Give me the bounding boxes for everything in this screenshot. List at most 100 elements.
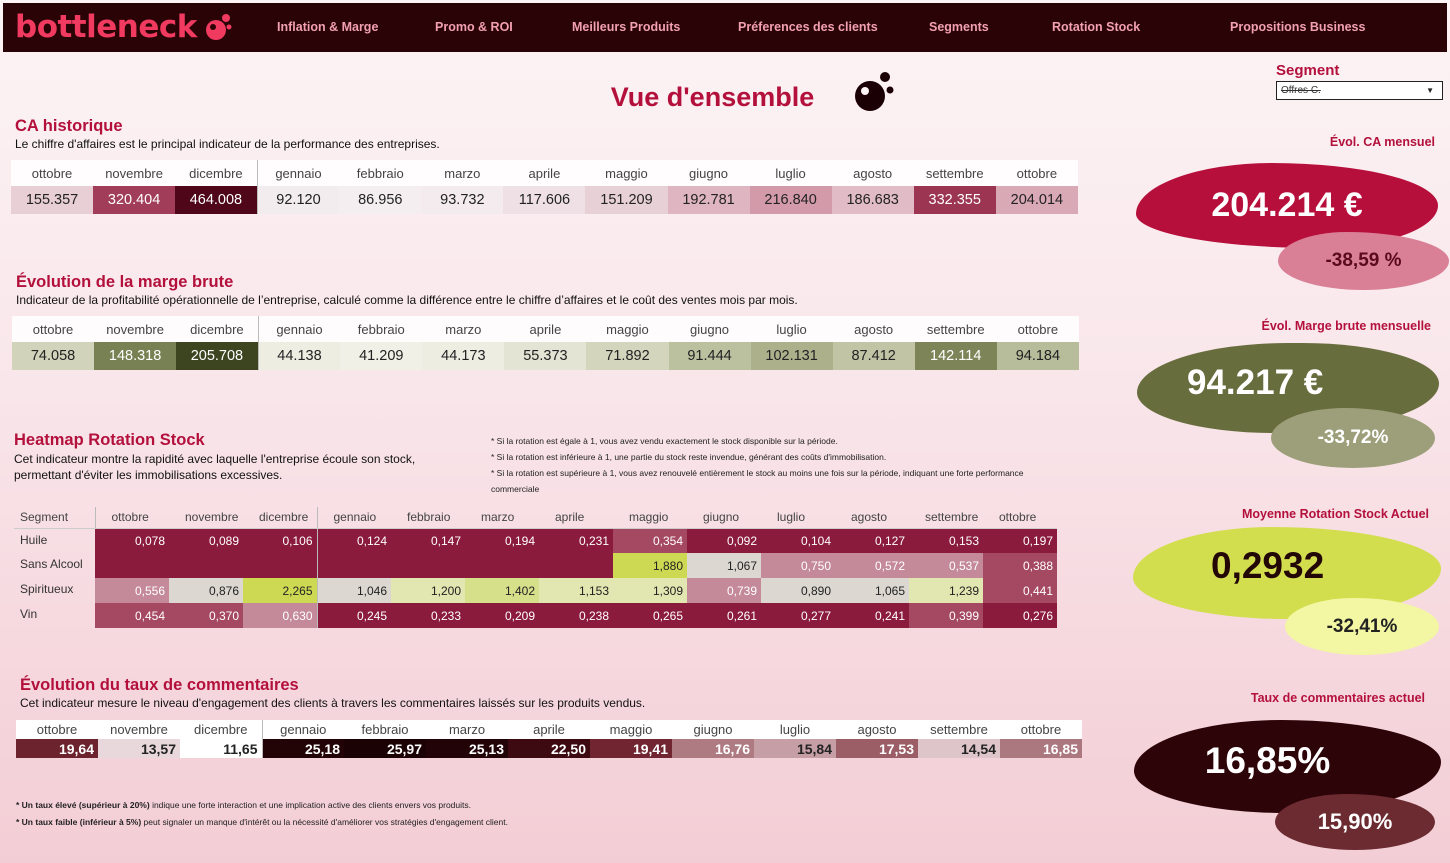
kpi-comments-delta: 15,90% [1275, 794, 1435, 850]
page-title: Vue d'ensemble [610, 82, 815, 112]
heatmap-row: Huile 0,078 0,089 0,106 0,124 0,147 0,194 0,231… [14, 528, 1057, 553]
month-header: febbraio [339, 160, 422, 186]
month-header: aprile [504, 316, 587, 342]
note-text: indique une forte interaction et une imp… [149, 800, 471, 810]
header-row: ottobre novembre dicembre gennaio febbraio ma… [12, 316, 1079, 342]
month-header: giugno [672, 720, 754, 739]
marge-title: Évolution de la marge brute [16, 273, 234, 291]
ca-title: CA historique [15, 117, 123, 135]
value-cell: 464.008 [175, 186, 258, 214]
note-bold: * Un taux faible (inférieur à 5%) [16, 817, 142, 827]
value-cell: 44.173 [422, 342, 505, 370]
segment-filter-label: Segment [1276, 62, 1340, 79]
month-header: agosto [835, 507, 909, 529]
kpi-comments-value: 16,85% [1134, 720, 1441, 813]
value-cell: 74.058 [12, 342, 95, 370]
value-cell: 148.318 [94, 342, 177, 370]
heatmap-cell [243, 553, 317, 578]
value-cell: 19,41 [590, 739, 672, 758]
value-cell: 216.840 [749, 186, 832, 214]
kpi-ca-value: 204.214 € [1136, 163, 1438, 248]
nav-meilleurs-produits[interactable]: Meilleurs Produits [572, 20, 681, 34]
heatmap-row: Vin 0,454 0,370 0,630 0,245 0,233 0,209 0,238 0,… [14, 603, 1057, 628]
heatmap-cell: 0,354 [613, 528, 687, 553]
nav-segments[interactable]: Segments [929, 20, 989, 34]
note-text: peut signaler un manque d'intérêt ou la … [141, 817, 508, 827]
kpi-marge-label: Évol. Marge brute mensuelle [1261, 319, 1432, 333]
heatmap-cell: 0,127 [835, 528, 909, 553]
month-header: febbraio [344, 720, 426, 739]
month-header: febbraio [340, 316, 423, 342]
comments-title: Évolution du taux de commentaires [20, 676, 299, 694]
heatmap-cell: 1,200 [391, 578, 465, 603]
logo-bubbles-icon [206, 14, 232, 40]
value-cell: 11,65 [180, 739, 262, 758]
heatmap-cell: 0,876 [169, 578, 243, 603]
month-header: maggio [585, 160, 668, 186]
heatmap-cell: 0,265 [613, 603, 687, 628]
heatmap-cell: 0,209 [465, 603, 539, 628]
segment-select[interactable]: Offres C. ▼ [1276, 81, 1443, 100]
heatmap-cell: 0,572 [835, 553, 909, 578]
value-cell: 186.683 [831, 186, 914, 214]
brand-logo[interactable]: bottleneck [15, 9, 197, 45]
marge-description: Indicateur de la profitabilité opération… [16, 293, 798, 307]
month-header: gennaio [257, 316, 341, 342]
heatmap-cell: 2,265 [243, 578, 317, 603]
month-header: gennaio [261, 720, 344, 739]
month-header: dicembre [175, 160, 258, 186]
nav-propositions-business[interactable]: Propositions Business [1230, 20, 1366, 34]
kpi-marge-delta: -33,72% [1271, 408, 1435, 468]
month-header: dicembre [176, 316, 259, 342]
month-header: ottobre [995, 160, 1078, 186]
rotation-note: * Si la rotation est supérieure à 1, vou… [491, 468, 1024, 494]
month-header: agosto [832, 316, 915, 342]
rotation-note: * Si la rotation est égale à 1, vous ave… [491, 436, 838, 446]
heatmap-cell: 1,153 [539, 578, 613, 603]
heatmap-cell: 0,750 [761, 553, 835, 578]
value-cell: 41.209 [340, 342, 423, 370]
segment-header: Segment [14, 507, 95, 529]
month-header: febbraio [391, 507, 465, 529]
month-header: luglio [749, 160, 832, 186]
heatmap-cell: 0,399 [909, 603, 983, 628]
heatmap-row: Sans Alcool 1,880 1,067 0,750 0,572 0,537 0,38… [14, 553, 1057, 578]
value-cell: 16,76 [672, 739, 754, 758]
month-header: marzo [465, 507, 539, 529]
month-header: agosto [836, 720, 918, 739]
heatmap-cell: 1,880 [613, 553, 687, 578]
nav-promo-roi[interactable]: Promo & ROI [435, 20, 513, 34]
heatmap-cell: 0,197 [983, 528, 1057, 553]
value-cell: 102.131 [750, 342, 833, 370]
heatmap-cell [391, 553, 465, 578]
month-header: novembre [93, 160, 176, 186]
heatmap-cell: 0,370 [169, 603, 243, 628]
nav-rotation-stock[interactable]: Rotation Stock [1052, 20, 1141, 34]
header-row: ottobre novembre dicembre gennaio febbraio ma… [16, 720, 1082, 739]
month-header: maggio [590, 720, 672, 739]
month-header: ottobre [1000, 720, 1082, 739]
comments-table: ottobre novembre dicembre gennaio febbraio ma… [16, 720, 1082, 758]
heatmap-cell: 0,153 [909, 528, 983, 553]
month-header: agosto [831, 160, 914, 186]
heatmap-cell: 1,402 [465, 578, 539, 603]
value-cell: 55.373 [504, 342, 587, 370]
value-cell: 22,50 [508, 739, 590, 758]
segment-label: Sans Alcool [20, 557, 83, 571]
heatmap-cell: 1,067 [687, 553, 761, 578]
nav-inflation-marge[interactable]: Inflation & Marge [277, 20, 379, 34]
heatmap-cell: 0,124 [316, 528, 391, 553]
value-cell: 16,85 [1000, 739, 1082, 758]
heatmap-cell: 1,065 [835, 578, 909, 603]
heatmap-cell: 0,454 [95, 603, 169, 628]
heatmap-cell: 0,089 [169, 528, 243, 553]
heatmap-cell: 0,078 [95, 528, 169, 553]
note-bold: * Un taux élevé (supérieur à 20%) [16, 800, 150, 810]
month-header: aprile [539, 507, 613, 529]
month-header: gennaio [256, 160, 340, 186]
ca-description: Le chiffre d'affaires est le principal i… [15, 137, 440, 151]
heatmap-cell: 0,231 [539, 528, 613, 553]
nav-preferences-clients[interactable]: Préferences des clients [738, 20, 878, 34]
rotation-heatmap: Segment ottobre novembre dicembre gennaio feb… [14, 507, 1057, 628]
heatmap-cell [169, 553, 243, 578]
